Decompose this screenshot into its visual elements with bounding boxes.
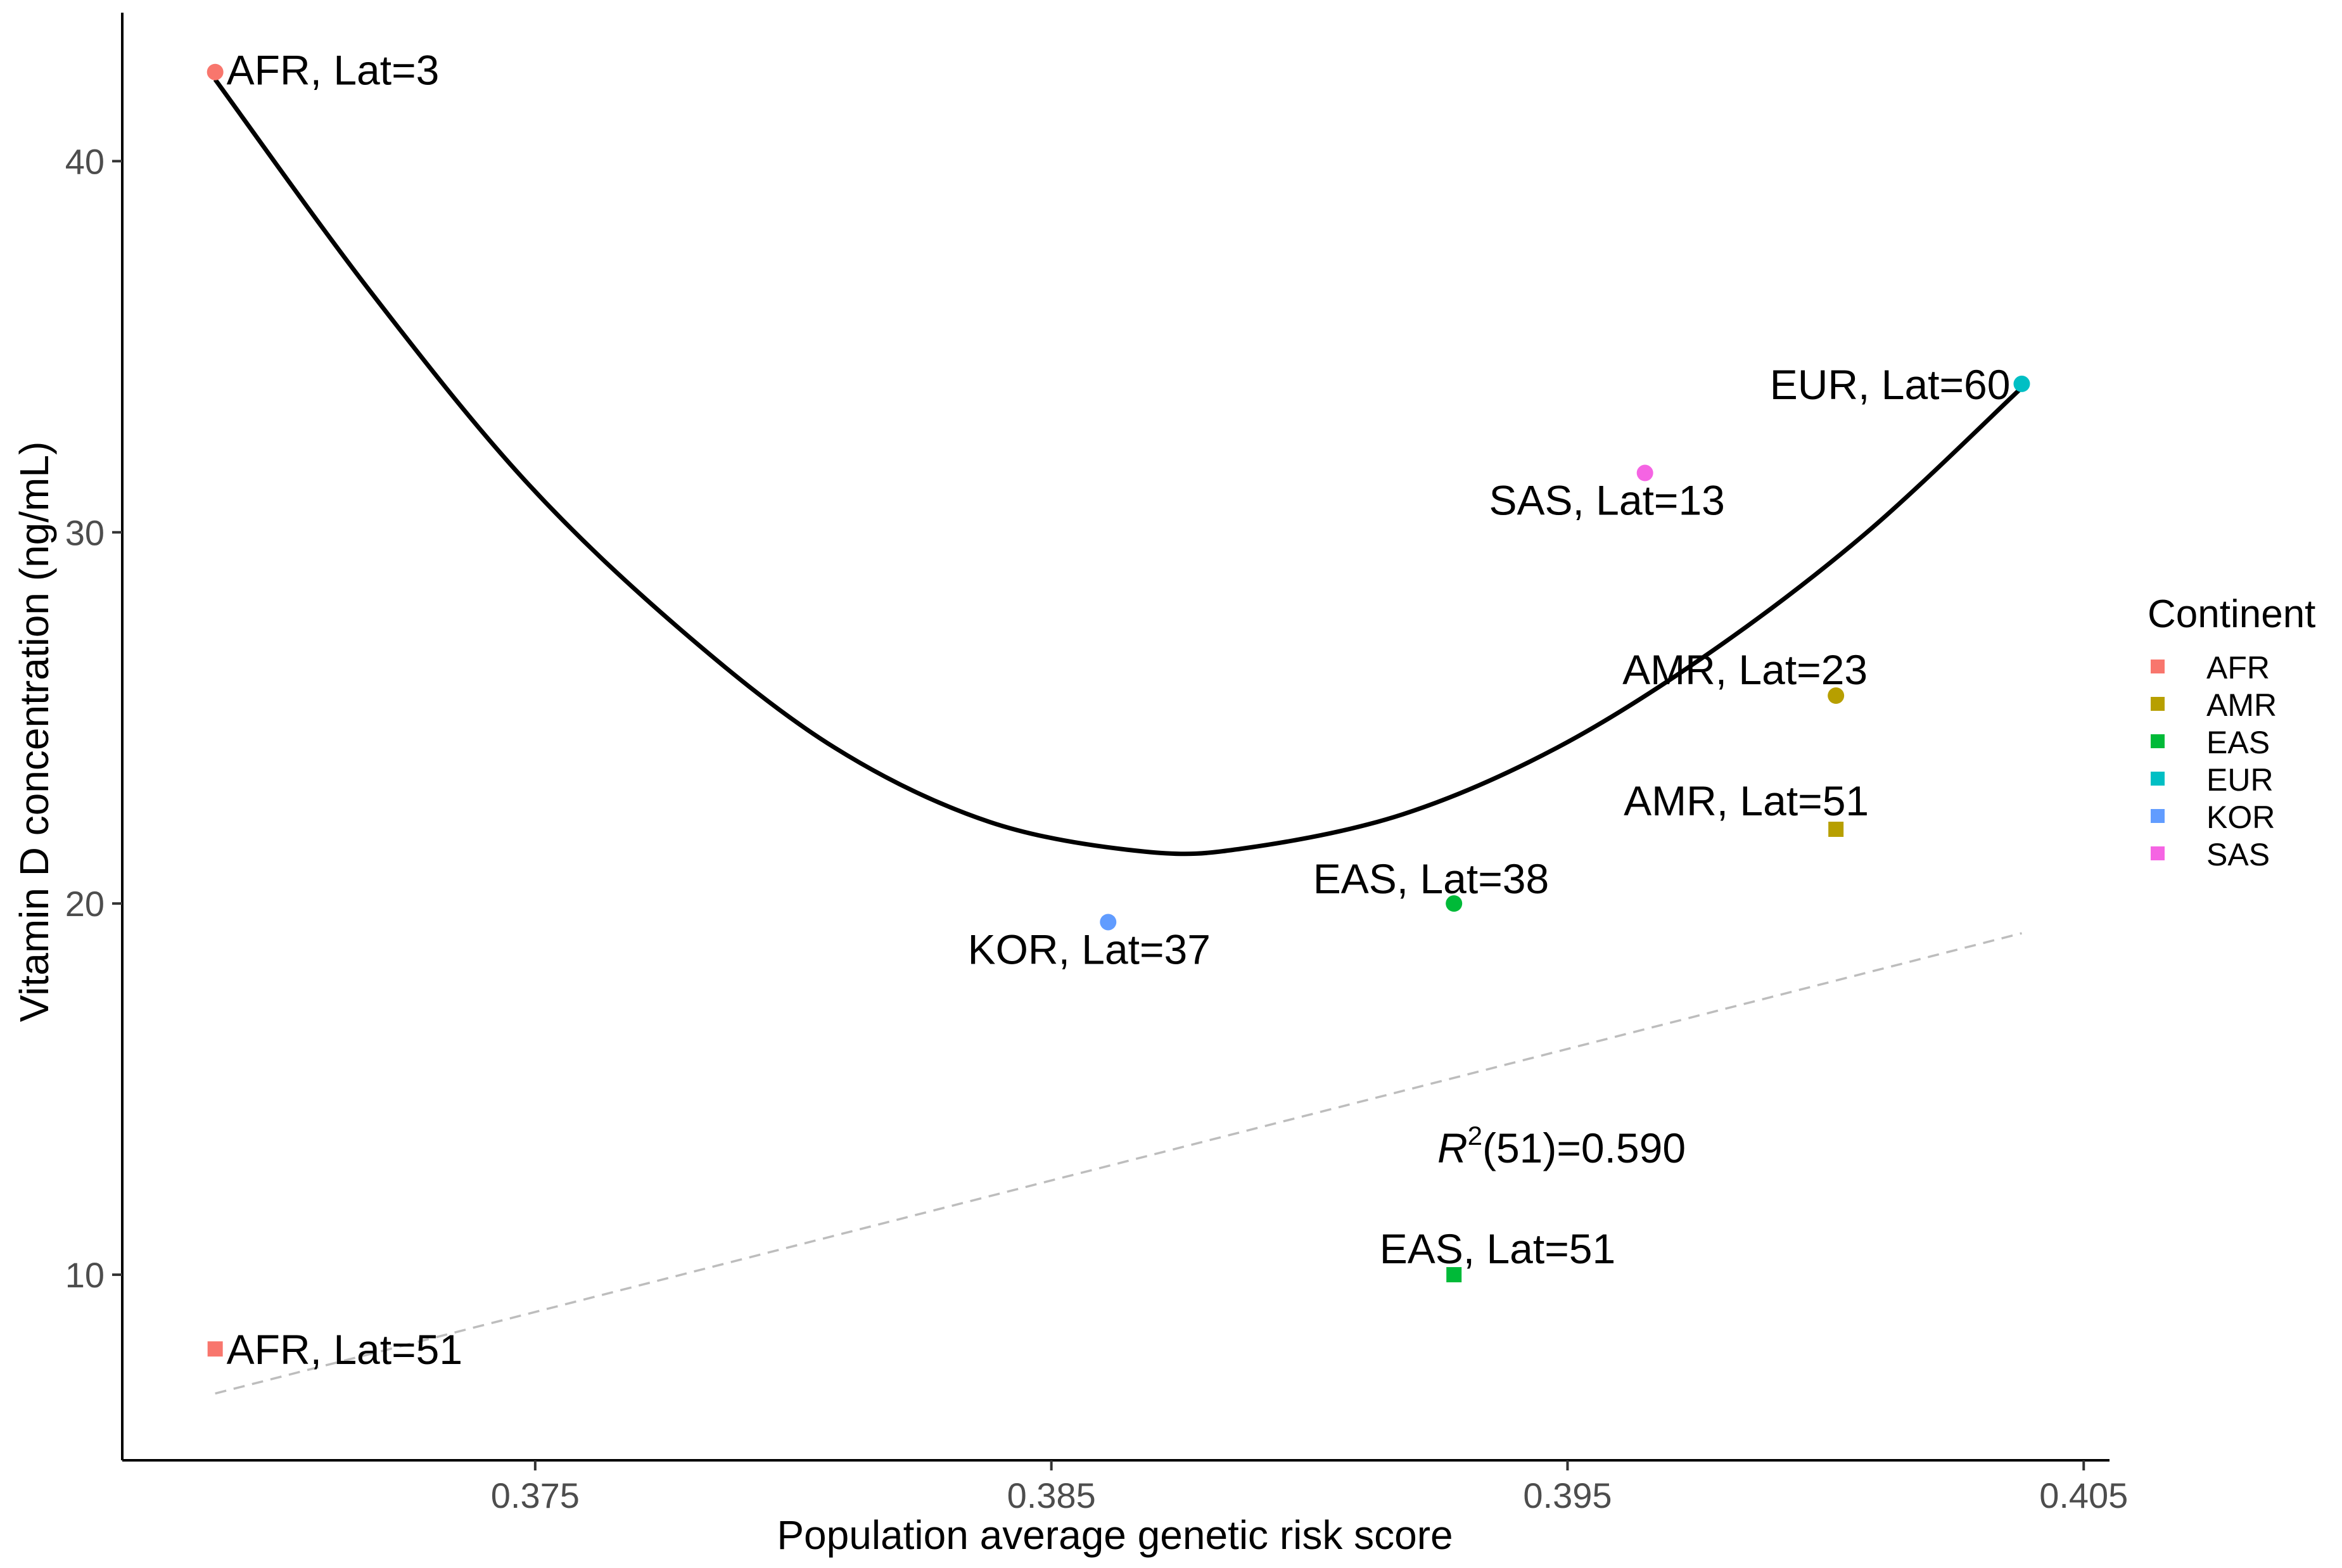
point-amr-circle xyxy=(1828,687,1845,704)
legend-key-afr xyxy=(2151,660,2165,673)
legend-label-eur: EUR xyxy=(2206,762,2274,798)
y-tick-label: 40 xyxy=(65,141,105,181)
legend-key-amr xyxy=(2151,697,2165,711)
point-afr-circle xyxy=(207,63,224,80)
y-axis-title: Vitamin D concentration (ng/mL) xyxy=(11,442,57,1023)
point-label: EUR, Lat=60 xyxy=(1770,361,2011,408)
point-label: KOR, Lat=37 xyxy=(968,926,1211,972)
legend-label-eas: EAS xyxy=(2206,725,2270,760)
linear-fit-line xyxy=(215,932,2022,1395)
legend-label-kor: KOR xyxy=(2206,800,2275,835)
y-tick-label: 20 xyxy=(65,884,105,924)
legend-label-sas: SAS xyxy=(2206,837,2270,872)
legend-title: Continent xyxy=(2148,592,2315,636)
r-squared-prefix: R xyxy=(1437,1125,1468,1171)
y-tick-label: 10 xyxy=(65,1255,105,1295)
point-amr-square xyxy=(1828,821,1844,837)
x-tick-label: 0.375 xyxy=(491,1476,580,1515)
point-label: AMR, Lat=51 xyxy=(1624,777,1869,824)
point-label: AFR, Lat=3 xyxy=(227,47,440,94)
legend-key-eur xyxy=(2151,772,2165,786)
r-squared-superscript: 2 xyxy=(1468,1121,1482,1151)
r-squared-annotation: R2(51)=0.590 xyxy=(1437,1121,1686,1171)
x-tick-label: 0.395 xyxy=(1523,1476,1612,1515)
r-squared-value: (51)=0.590 xyxy=(1482,1125,1686,1171)
point-kor-circle xyxy=(1100,914,1117,931)
legend-key-eas xyxy=(2151,734,2165,748)
point-label: EAS, Lat=38 xyxy=(1313,855,1549,902)
point-sas-circle xyxy=(1636,464,1653,481)
legend-key-sas xyxy=(2151,846,2165,860)
point-eas-circle xyxy=(1446,895,1463,912)
point-label: AMR, Lat=23 xyxy=(1622,646,1868,693)
legend-label-afr: AFR xyxy=(2206,650,2270,685)
point-eur-circle xyxy=(2013,375,2030,392)
point-eas-square xyxy=(1446,1267,1462,1283)
x-tick-label: 0.405 xyxy=(2039,1476,2128,1515)
point-afr-square xyxy=(207,1341,223,1357)
legend-key-kor xyxy=(2151,809,2165,823)
axes: 0.375 0.385 0.395 0.405 10 20 30 40 xyxy=(65,13,2128,1515)
plot-area: AFR, Lat=3 AFR, Lat=51 AMR, Lat=23 AMR, Lat… xyxy=(207,47,2030,1395)
point-label: AFR, Lat=51 xyxy=(227,1326,462,1373)
y-tick-label: 30 xyxy=(65,513,105,552)
legend-label-amr: AMR xyxy=(2206,687,2277,723)
x-axis-title: Population average genetic risk score xyxy=(777,1512,1453,1558)
point-label: EAS, Lat=51 xyxy=(1380,1225,1615,1272)
x-tick-label: 0.385 xyxy=(1007,1476,1096,1515)
point-label: SAS, Lat=13 xyxy=(1489,477,1724,524)
quadratic-fit-line xyxy=(213,78,2023,857)
